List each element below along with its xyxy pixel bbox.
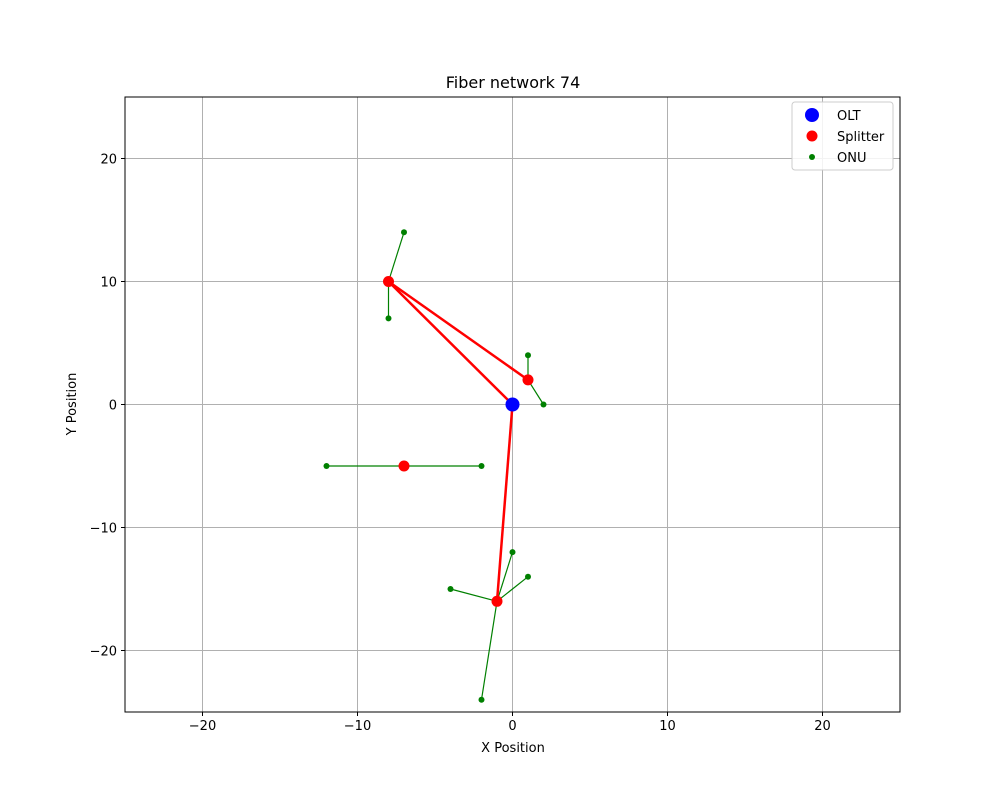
feeder-links bbox=[387, 280, 529, 602]
y-tick-label: −10 bbox=[90, 522, 117, 537]
drop-link bbox=[480, 601, 498, 700]
onu-point bbox=[509, 549, 516, 556]
onu-point bbox=[540, 401, 547, 408]
feeder-link bbox=[387, 280, 514, 406]
x-tick-label: −10 bbox=[344, 719, 371, 734]
node-markers bbox=[323, 229, 547, 703]
y-tick-label: −20 bbox=[90, 645, 117, 660]
x-axis-title: X Position bbox=[481, 741, 545, 756]
splitter-point bbox=[522, 374, 534, 386]
legend-label-olt: OLT bbox=[837, 109, 861, 124]
legend-label-onu: ONU bbox=[837, 151, 866, 166]
onu-point bbox=[478, 463, 485, 469]
y-tick-label: 10 bbox=[100, 276, 117, 291]
drop-links bbox=[326, 232, 545, 700]
onu-point bbox=[478, 696, 485, 703]
olt-point bbox=[505, 397, 520, 412]
onu-point bbox=[525, 352, 531, 359]
drop-link bbox=[496, 551, 514, 602]
drop-link bbox=[496, 576, 529, 602]
splitter-point bbox=[383, 276, 394, 287]
x-tick-label: 10 bbox=[659, 719, 676, 734]
legend-marker-onu bbox=[809, 154, 815, 160]
legend-marker-olt bbox=[805, 108, 819, 122]
onu-point bbox=[323, 463, 330, 469]
feeder-link bbox=[495, 404, 514, 602]
drop-link bbox=[387, 232, 405, 282]
y-tick-label: 0 bbox=[109, 399, 117, 414]
y-tick-label: 20 bbox=[100, 153, 117, 168]
y-axis-title: Y Position bbox=[65, 373, 80, 437]
legend: OLT Splitter ONU bbox=[791, 101, 894, 171]
onu-point bbox=[401, 229, 407, 236]
x-axis-ticks: −20 −10 0 10 20 bbox=[189, 712, 831, 734]
onu-point bbox=[447, 586, 454, 592]
drop-link bbox=[450, 588, 498, 602]
chart-title: Fiber network 74 bbox=[446, 73, 581, 92]
onu-point bbox=[525, 573, 531, 580]
splitter-point bbox=[491, 595, 503, 607]
feeder-link bbox=[387, 280, 529, 381]
y-axis-ticks: −20 −10 0 10 20 bbox=[90, 153, 125, 660]
x-tick-label: 0 bbox=[508, 719, 516, 734]
splitter-point bbox=[398, 460, 410, 472]
legend-marker-splitter bbox=[806, 130, 818, 142]
x-tick-label: −20 bbox=[189, 719, 216, 734]
x-tick-label: 20 bbox=[814, 719, 831, 734]
legend-label-splitter: Splitter bbox=[837, 130, 885, 145]
onu-point bbox=[385, 315, 392, 322]
